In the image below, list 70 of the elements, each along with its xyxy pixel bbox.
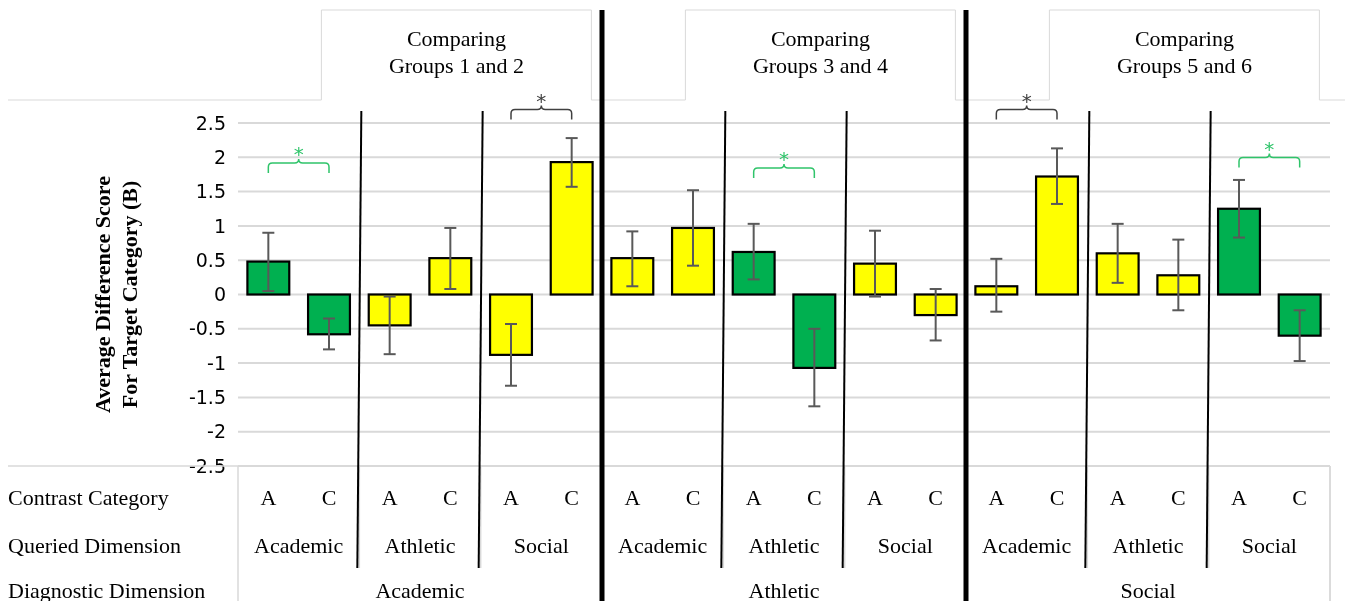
x-tick-label: C — [564, 484, 580, 510]
y-tick-label: -1.5 — [188, 386, 226, 409]
y-axis-title: Average Difference Score For Target Category (B) — [90, 175, 142, 413]
y-tick-label: -2 — [207, 420, 226, 443]
bar — [306, 293, 352, 336]
y-tick-label: 0 — [213, 283, 226, 306]
y-tick-label: 1 — [213, 214, 226, 237]
y-tick-label: -1 — [207, 351, 226, 374]
bar — [1034, 175, 1080, 296]
text: Athletic — [748, 532, 820, 558]
text: * — [1021, 88, 1032, 113]
x-tick-label: A — [624, 484, 641, 510]
y-tick-label: 0.5 — [195, 248, 226, 271]
text: * — [536, 88, 547, 113]
text: Athletic — [384, 532, 456, 558]
x-tick-label: C — [928, 484, 944, 510]
x-tick-label: A — [381, 484, 398, 510]
text: Social — [513, 532, 569, 558]
x-tick-label: C — [806, 484, 822, 510]
bar — [1216, 207, 1262, 296]
bar — [792, 293, 837, 369]
text: Social — [877, 532, 933, 558]
text: Academic — [375, 577, 465, 603]
annotation: * — [293, 142, 304, 167]
bar — [246, 260, 291, 296]
annotation: * — [1264, 136, 1275, 161]
text: Athletic — [1112, 532, 1184, 558]
text: Social — [1241, 532, 1297, 558]
x-tick-label: C — [442, 484, 458, 510]
y-tick-label: 1.5 — [195, 180, 226, 203]
bar — [488, 293, 534, 356]
x-tick-label: A — [988, 484, 1005, 510]
x-tick-label: C — [1170, 484, 1186, 510]
x-tick-label: A — [1109, 484, 1126, 510]
x-tick-label: A — [867, 484, 884, 510]
text: Comparing Groups 1 and 2 — [388, 26, 524, 78]
text: Comparing Groups 3 and 4 — [752, 26, 888, 78]
y-tick-label: -0.5 — [188, 317, 226, 340]
x-tick-label: A — [745, 484, 762, 510]
x-tick-label: A — [1231, 484, 1248, 510]
text: Academic — [618, 532, 708, 558]
text: Comparing Groups 5 and 6 — [1116, 26, 1252, 78]
bar — [852, 262, 898, 296]
x-tick-label: C — [1292, 484, 1308, 510]
text: Academic — [254, 532, 344, 558]
bar — [549, 161, 594, 296]
y-tick-label: -2.5 — [188, 454, 226, 477]
x-tick-label: A — [260, 484, 277, 510]
text: Queried Dimension — [8, 532, 181, 558]
y-tick-label: 2.5 — [195, 111, 226, 134]
bar — [1156, 274, 1201, 296]
x-tick-label: C — [685, 484, 701, 510]
bar — [367, 293, 412, 327]
annotation: * — [779, 146, 789, 171]
bar — [428, 257, 473, 296]
x-tick-label: A — [503, 484, 520, 510]
y-tick-label: 2 — [213, 145, 226, 168]
text: Social — [1120, 577, 1176, 603]
x-tick-label: C — [1049, 484, 1065, 510]
bar — [1095, 252, 1140, 296]
bar — [974, 285, 1019, 296]
text: Academic — [982, 532, 1072, 558]
text: Athletic — [748, 577, 820, 603]
text: Contrast Category — [8, 484, 169, 510]
bar — [670, 226, 716, 296]
bar — [913, 293, 958, 317]
bar — [610, 257, 655, 296]
bar — [1277, 293, 1322, 337]
x-tick-label: C — [321, 484, 337, 510]
bar — [731, 250, 776, 296]
